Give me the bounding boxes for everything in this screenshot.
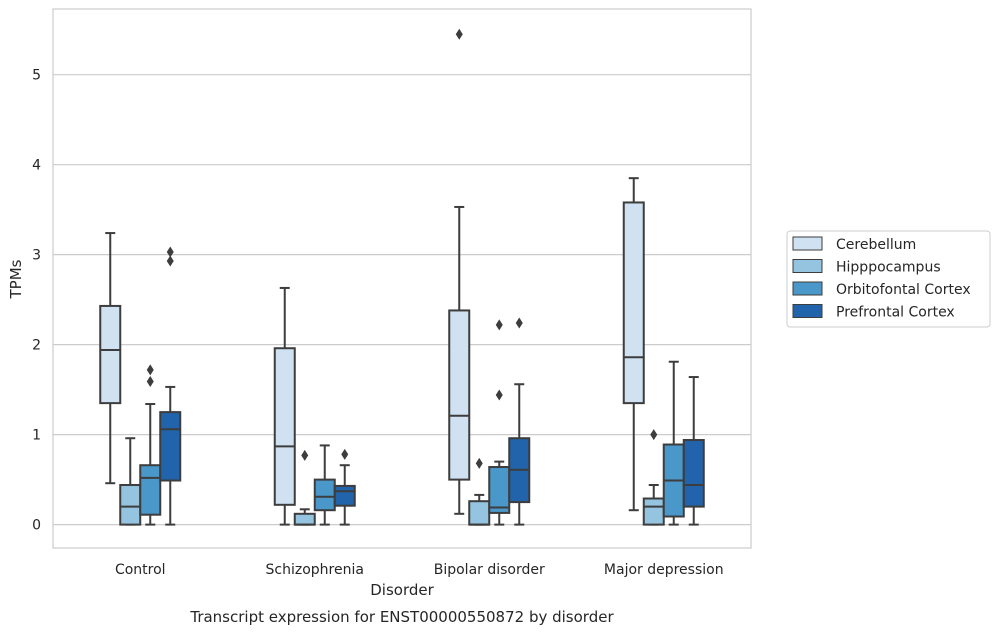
y-tick-labels: 0 1 2 3 4 5: [32, 68, 41, 534]
box-hipppocampus: [119, 437, 142, 526]
x-axis-label: Disorder: [370, 581, 434, 599]
legend-swatch: [792, 304, 823, 318]
chart-caption: Transcript expression for ENST0000055087…: [189, 608, 614, 626]
outlier-point: [650, 429, 658, 441]
box-iqr: [642, 497, 665, 526]
box-prefrontal-cortex: [159, 246, 182, 526]
box-iqr: [293, 512, 316, 526]
x-tick-labels: Control Schizophrenia Bipolar disorder Majo…: [115, 562, 724, 578]
box-orbitofontal-cortex: [662, 360, 685, 526]
x-tick-label: Bipolar disorder: [434, 562, 545, 578]
box-iqr: [622, 201, 645, 405]
box-prefrontal-cortex: [333, 448, 356, 526]
box-cerebellum: [622, 177, 645, 512]
box-orbitofontal-cortex: [488, 319, 511, 526]
box-hipppocampus: [293, 449, 316, 526]
box-plot-area: [99, 28, 705, 526]
box-iqr: [139, 464, 162, 516]
box-iqr: [468, 500, 491, 526]
legend-label: Prefrontal Cortex: [836, 305, 955, 321]
box-iqr: [99, 304, 122, 405]
box-orbitofontal-cortex: [139, 364, 162, 526]
legend-label: Cerebellum: [836, 237, 916, 253]
outlier-point: [146, 364, 154, 376]
grid-lines: [53, 74, 751, 526]
box-hipppocampus: [468, 457, 491, 526]
box-cerebellum: [448, 28, 471, 515]
box-iqr: [313, 478, 336, 512]
box-prefrontal-cortex: [508, 317, 531, 526]
legend-swatch: [792, 259, 823, 273]
box-iqr: [488, 466, 511, 514]
x-tick-label: Control: [115, 562, 166, 578]
y-tick-label: 2: [32, 338, 41, 354]
outlier-point: [455, 28, 463, 40]
legend: Cerebellum Hipppocampus Orbitofontal Corte…: [786, 230, 991, 328]
box-prefrontal-cortex: [682, 376, 705, 526]
box-iqr: [273, 347, 296, 506]
box-cerebellum: [99, 232, 122, 485]
legend-swatch: [792, 236, 823, 251]
box-cerebellum: [273, 286, 296, 526]
x-tick-label: Schizophrenia: [266, 562, 364, 578]
y-tick-label: 5: [32, 68, 41, 84]
legend-label: Hipppocampus: [836, 260, 941, 276]
outlier-point: [166, 246, 174, 258]
outlier-point: [495, 389, 503, 401]
y-tick-label: 4: [32, 158, 41, 174]
box-iqr: [159, 411, 182, 482]
box-hipppocampus: [642, 429, 665, 526]
box-iqr: [448, 309, 471, 481]
box-orbitofontal-cortex: [313, 444, 336, 526]
outlier-point: [495, 319, 503, 331]
legend-frame: [786, 230, 991, 328]
y-tick-label: 3: [32, 248, 41, 264]
x-tick-label: Major depression: [604, 562, 724, 578]
outlier-point: [166, 255, 174, 267]
box-iqr: [119, 484, 142, 526]
box-iqr: [333, 484, 356, 507]
outlier-point: [515, 317, 523, 329]
y-tick-label: 0: [32, 518, 41, 534]
y-tick-label: 1: [32, 428, 41, 444]
box-iqr: [682, 439, 705, 508]
outlier-point: [301, 449, 309, 461]
outlier-point: [475, 457, 483, 469]
plot-frame: [52, 8, 752, 549]
legend-swatch: [792, 281, 823, 296]
outlier-point: [146, 376, 154, 388]
legend-label: Orbitofontal Cortex: [836, 282, 971, 298]
outlier-point: [341, 448, 349, 460]
y-axis-label: TPMs: [7, 259, 25, 299]
